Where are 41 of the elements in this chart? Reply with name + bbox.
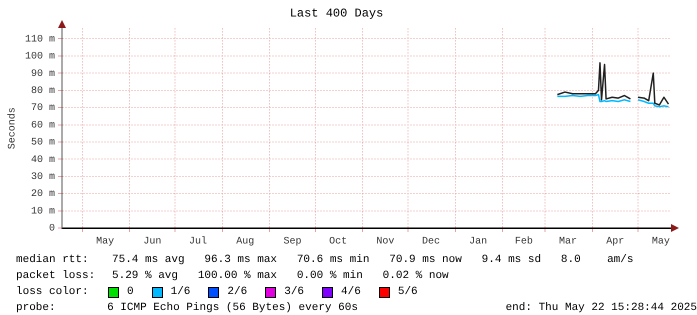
x-tick-label: Oct [329, 236, 348, 248]
text: 0 [127, 286, 134, 298]
y-tick-label: 0 [48, 224, 56, 235]
x-tick-label: Feb [514, 236, 533, 248]
text: probe: [16, 302, 57, 314]
text: 75.4 ms avg 96.3 ms max 70.6 ms min 70.9 ms now 9.4 ms sd 8.0 am/s [112, 254, 634, 266]
x-tick-label: Jun [143, 236, 162, 248]
y-tick-label: 30 m [30, 172, 56, 184]
y-tick-label: 110 m [24, 34, 56, 46]
text: 6 ICMP Echo Pings (56 Bytes) every 60s [107, 302, 359, 314]
text: 3/6 [284, 286, 304, 298]
text: packet loss: [16, 270, 96, 282]
x-tick-label: Jan [469, 236, 488, 248]
y-tick-label: 70 m [30, 103, 56, 114]
x-tick-label: Apr [606, 236, 624, 248]
x-tick-label: Aug [236, 236, 254, 248]
text: loss color: [16, 286, 90, 298]
chart-title: Last 400 Days [290, 6, 384, 20]
y-tick-label: 60 m [30, 120, 56, 132]
text: 5/6 [398, 286, 418, 298]
x-tick-label: May [652, 236, 670, 248]
x-tick-label: May [96, 236, 114, 248]
y-tick-label: 20 m [30, 189, 56, 200]
x-tick-label: Sep [283, 236, 302, 248]
y-tick-label: 80 m [30, 86, 56, 97]
y-tick-label: 10 m [30, 206, 56, 218]
y-tick-label: 40 m [30, 154, 56, 166]
x-tick-label: Dec [422, 236, 440, 248]
y-axis-title: Seconds [6, 107, 19, 150]
text: end: Thu May 22 15:28:44 2025 [506, 302, 697, 314]
text: 4/6 [341, 286, 361, 298]
text: median rtt: [16, 254, 90, 266]
x-tick-label: Nov [376, 236, 394, 248]
x-tick-label: Jul [189, 236, 208, 248]
text: 2/6 [227, 286, 248, 298]
x-tick-label: Mar [559, 236, 578, 248]
y-tick-label: 100 m [24, 52, 56, 63]
y-tick-label: 50 m [30, 138, 56, 149]
text: 5.29 % avg 100.00 % max 0.00 % min 0.02 % now [112, 270, 449, 282]
text: 1/6 [170, 286, 190, 298]
y-tick-label: 90 m [30, 68, 56, 80]
